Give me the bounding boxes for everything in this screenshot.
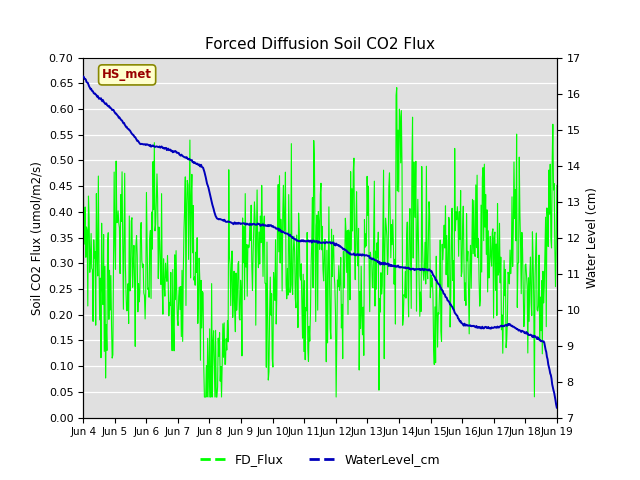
Legend: FD_Flux, WaterLevel_cm: FD_Flux, WaterLevel_cm xyxy=(195,448,445,471)
Y-axis label: Soil CO2 Flux (umol/m2/s): Soil CO2 Flux (umol/m2/s) xyxy=(30,161,43,314)
Y-axis label: Water Level (cm): Water Level (cm) xyxy=(586,187,599,288)
Text: HS_met: HS_met xyxy=(102,68,152,82)
Title: Forced Diffusion Soil CO2 Flux: Forced Diffusion Soil CO2 Flux xyxy=(205,37,435,52)
